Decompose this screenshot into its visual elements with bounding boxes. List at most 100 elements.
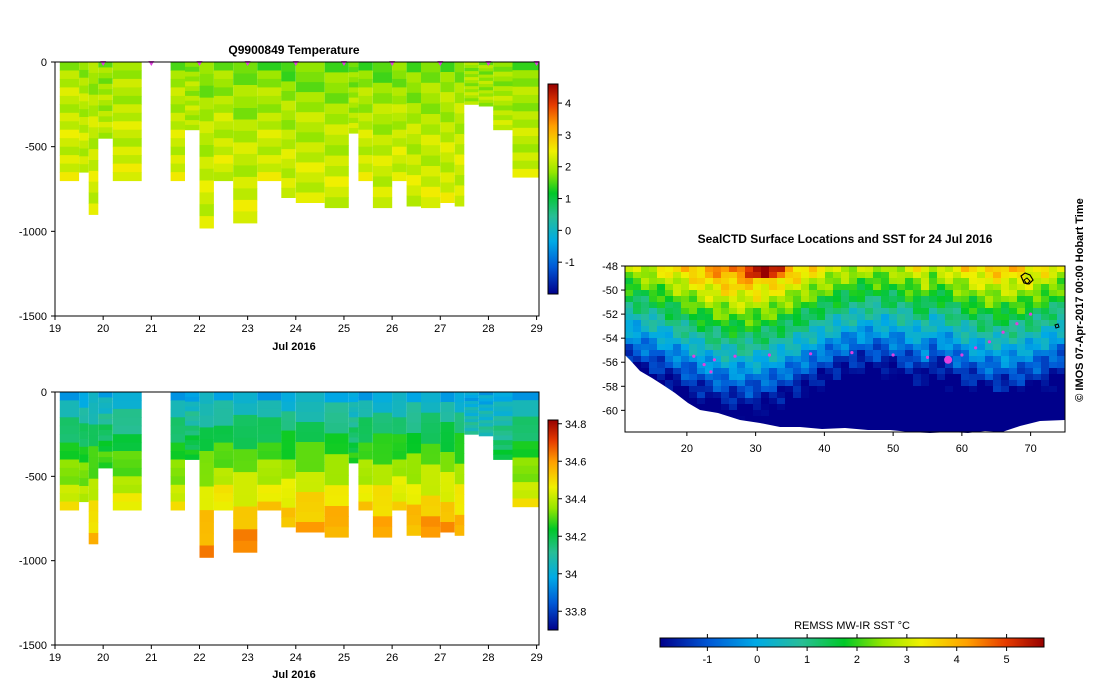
profile-cell xyxy=(406,195,421,207)
profile-cell xyxy=(348,112,359,119)
profile-cell xyxy=(213,434,234,444)
x-tick-label: 26 xyxy=(386,652,398,664)
profile-cell xyxy=(98,67,113,74)
sst-cell xyxy=(897,284,905,290)
sst-cell xyxy=(705,350,713,356)
sst-cell xyxy=(713,302,721,308)
profile-cell xyxy=(170,476,185,486)
profile-cell xyxy=(406,72,421,84)
sst-cell xyxy=(681,284,689,290)
profile-cell xyxy=(464,83,479,87)
sst-cell xyxy=(961,332,969,338)
sst-cell xyxy=(713,320,721,326)
sst-cell xyxy=(633,266,641,272)
profile-cell xyxy=(170,146,185,156)
sst-cell xyxy=(825,392,833,398)
sst-cell xyxy=(953,356,961,362)
sst-cell xyxy=(873,296,881,302)
profile-cell xyxy=(79,77,89,87)
profile-cell xyxy=(295,452,325,463)
sst-cell xyxy=(825,326,833,332)
sst-cell xyxy=(721,332,729,338)
sst-cell xyxy=(865,296,873,302)
sst-cell xyxy=(1049,428,1057,433)
sst-cell xyxy=(889,350,897,356)
sst-cell xyxy=(937,284,945,290)
profile-cell xyxy=(358,484,373,494)
sst-cell xyxy=(649,368,657,374)
sst-cell xyxy=(697,332,705,338)
profile-cell xyxy=(440,162,455,173)
sst-cell xyxy=(753,284,761,290)
profile-cell xyxy=(88,522,99,534)
profile-cell xyxy=(440,132,455,143)
profile-cell xyxy=(213,417,234,427)
sst-cell xyxy=(913,398,921,404)
sst-cell xyxy=(945,368,953,374)
sst-cell xyxy=(1017,302,1025,308)
sst-cell xyxy=(713,362,721,368)
profile-cell xyxy=(421,454,441,466)
sst-cell xyxy=(945,278,953,284)
sst-cell xyxy=(689,302,697,308)
sst-cell xyxy=(825,278,833,284)
profile-cell xyxy=(59,408,80,418)
sst-cell xyxy=(929,422,937,428)
profile-cell xyxy=(324,443,349,455)
sst-cell xyxy=(689,416,697,422)
profile-cell xyxy=(59,95,80,105)
sst-cell xyxy=(1009,308,1017,314)
profile-cell xyxy=(421,485,441,497)
profile-cell xyxy=(233,62,258,74)
sst-cell xyxy=(897,290,905,296)
sst-cell xyxy=(641,332,649,338)
sst-cell xyxy=(873,398,881,404)
sst-cell xyxy=(841,302,849,308)
sst-cell xyxy=(753,308,761,314)
sst-cell xyxy=(1001,314,1009,320)
sst-cell xyxy=(849,398,857,404)
profile-cell xyxy=(295,512,325,523)
sst-cell xyxy=(825,422,833,428)
sst-cell xyxy=(1025,386,1033,392)
profile-cell xyxy=(199,545,214,558)
sst-cell xyxy=(873,320,881,326)
sst-cell xyxy=(849,344,857,350)
sst-cell xyxy=(793,314,801,320)
sst-cell xyxy=(937,350,945,356)
sst-cell xyxy=(969,368,977,374)
profile-cell xyxy=(257,484,282,494)
sst-cell xyxy=(1009,380,1017,386)
sst-cell xyxy=(801,356,809,362)
sst-cell xyxy=(1049,344,1057,350)
sst-cell xyxy=(705,266,713,272)
sst-cell xyxy=(833,362,841,368)
profile-cell xyxy=(421,176,441,188)
sst-cell xyxy=(1049,326,1057,332)
sst-cell xyxy=(985,266,993,272)
profile-cell xyxy=(324,124,349,136)
sst-cell xyxy=(761,284,769,290)
sst-cell xyxy=(969,422,977,428)
sst-cell xyxy=(689,428,697,433)
sst-cell xyxy=(769,320,777,326)
profile-cell xyxy=(348,102,359,109)
sst-cell xyxy=(673,338,681,344)
sst-cell xyxy=(961,368,969,374)
profile-cell xyxy=(324,526,349,538)
sst-cell xyxy=(1041,338,1049,344)
sst-cell xyxy=(745,422,753,428)
profile-cell xyxy=(440,112,455,123)
island-outline xyxy=(1054,323,1060,329)
profile-cell xyxy=(112,112,142,122)
sst-cell xyxy=(977,428,985,433)
sst-cell xyxy=(769,404,777,410)
sst-cell xyxy=(769,398,777,404)
sst-cell xyxy=(673,296,681,302)
sst-cell xyxy=(657,356,665,362)
sst-cell xyxy=(993,314,1001,320)
sst-cell xyxy=(865,374,873,380)
sst-cell xyxy=(953,344,961,350)
sst-cell xyxy=(745,398,753,404)
sst-cell xyxy=(801,374,809,380)
